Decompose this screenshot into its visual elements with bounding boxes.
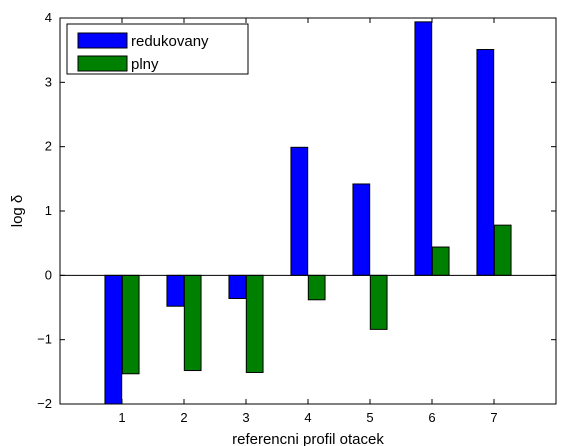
y-axis-label: log δ bbox=[9, 195, 26, 228]
x-tick-label: 4 bbox=[304, 410, 311, 425]
x-tick-label: 1 bbox=[118, 410, 125, 425]
x-tick-label: 6 bbox=[428, 410, 435, 425]
bar-plny-1 bbox=[121, 274, 140, 375]
y-tick-label: −2 bbox=[37, 396, 52, 411]
legend-swatch-redukovany bbox=[77, 32, 128, 49]
y-tick-label: 2 bbox=[45, 139, 52, 154]
bar-redukovany-6 bbox=[414, 21, 433, 276]
legend: redukovany plny bbox=[66, 23, 249, 75]
x-tick-label: 7 bbox=[490, 410, 497, 425]
y-tick-label: 0 bbox=[45, 267, 52, 282]
legend-label-redukovany: redukovany bbox=[131, 33, 209, 50]
bar-redukovany-7 bbox=[476, 49, 495, 276]
y-axis-ticks: −2 −1 0 1 2 3 4 bbox=[37, 10, 556, 411]
bar-redukovany-1 bbox=[104, 274, 123, 405]
bar-redukovany-4 bbox=[290, 146, 309, 276]
y-tick-label: 3 bbox=[45, 74, 52, 89]
bar-redukovany-2 bbox=[166, 274, 185, 307]
bar-plny-5 bbox=[369, 274, 388, 330]
bar-plny-7 bbox=[493, 224, 512, 276]
y-tick-label: 1 bbox=[45, 203, 52, 218]
bar-plny-4 bbox=[307, 274, 326, 301]
x-axis-ticks: 1 2 3 4 5 6 7 bbox=[118, 18, 498, 425]
bar-plny-2 bbox=[183, 274, 202, 372]
y-tick-label: −1 bbox=[37, 332, 52, 347]
bar-redukovany-3 bbox=[228, 274, 247, 299]
bar-plny-6 bbox=[431, 246, 450, 276]
x-tick-label: 5 bbox=[366, 410, 373, 425]
x-tick-label: 2 bbox=[180, 410, 187, 425]
x-tick-label: 3 bbox=[242, 410, 249, 425]
y-tick-label: 4 bbox=[45, 10, 52, 25]
bar-plny-3 bbox=[245, 274, 264, 373]
x-axis-label: referencni profil otacek bbox=[232, 431, 384, 446]
bars-group bbox=[104, 21, 512, 405]
legend-swatch-plny bbox=[77, 55, 128, 72]
bar-redukovany-5 bbox=[352, 183, 371, 276]
legend-label-plny: plny bbox=[131, 56, 159, 73]
